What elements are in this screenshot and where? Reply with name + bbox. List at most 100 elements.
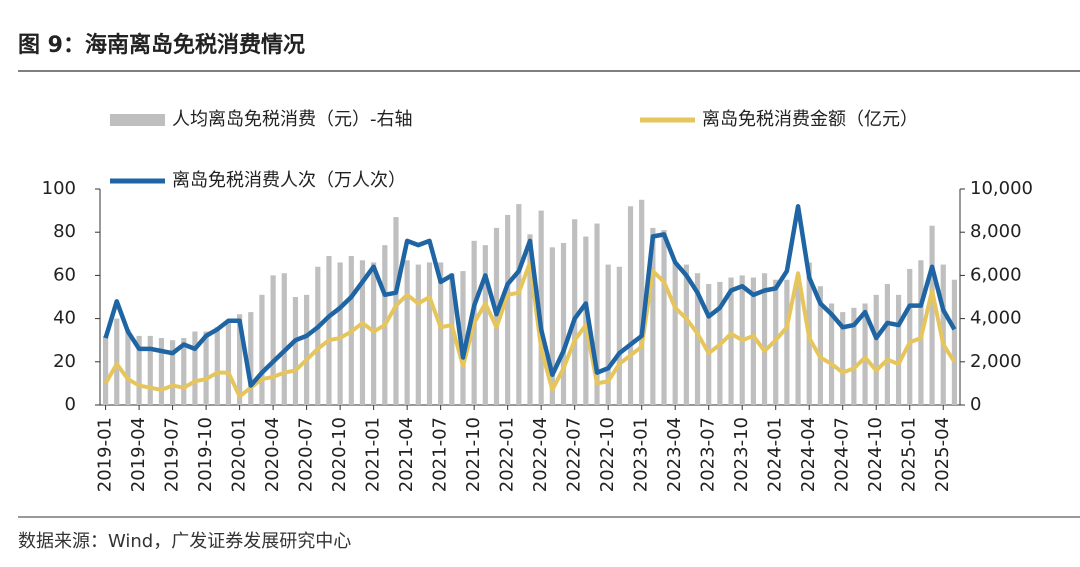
bar [683,264,689,405]
y2-tick-label: 4,000 [970,308,1022,329]
bar [549,247,555,405]
x-tick-label: 2022-04 [530,417,551,492]
bar [840,312,846,405]
legend-swatch [110,114,165,126]
x-tick-label: 2019-01 [95,417,116,492]
bar [627,206,634,405]
bar [449,273,455,405]
bar [661,230,667,405]
bar [359,260,366,405]
x-tick-label: 2023-04 [664,417,685,492]
bar [560,243,567,405]
bar [605,264,611,405]
x-tick-label: 2024-10 [865,417,886,492]
y-tick-label: 60 [53,264,76,285]
bar [672,262,678,405]
bar [237,314,243,405]
x-tick-label: 2020-07 [296,417,317,492]
x-tick-label: 2025-04 [932,417,953,492]
x-tick-label: 2021-01 [363,417,384,492]
bar [784,279,790,405]
bar [538,210,544,405]
bar [192,331,198,405]
bar [706,284,712,405]
bar [884,284,891,405]
y2-tick-label: 6,000 [970,264,1022,285]
bar [147,335,153,405]
bar [750,277,756,405]
x-tick-label: 2023-07 [698,417,719,492]
y-tick-label: 100 [42,178,76,199]
bar [136,335,142,405]
x-tick-label: 2024-07 [832,417,853,492]
bar [873,294,879,405]
bar [828,303,835,405]
x-tick-label: 2020-10 [329,417,350,492]
x-tick-label: 2022-07 [564,417,585,492]
bar [225,322,232,405]
x-tick-label: 2024-04 [798,417,819,492]
y-tick-label: 20 [53,351,76,372]
bar [326,255,332,405]
x-tick-label: 2020-04 [262,417,283,492]
bar [248,312,254,405]
y-tick-label: 0 [65,394,76,415]
bar [460,271,466,405]
bar [426,262,433,405]
bar [583,236,589,405]
bar [181,338,187,405]
bar [817,286,823,405]
bar [393,217,399,405]
x-tick-label: 2025-01 [899,417,920,492]
bar [158,338,165,405]
x-tick-label: 2023-10 [731,417,752,492]
bar [505,214,511,405]
bar [259,294,265,405]
bar [337,262,343,405]
bar [639,199,645,405]
y2-tick-label: 2,000 [970,351,1022,372]
line-series [103,204,957,388]
bar [951,279,958,405]
y2-tick-label: 10,000 [970,178,1033,199]
bar [594,223,600,405]
bar [516,204,522,405]
bar [169,340,176,405]
x-tick-label: 2024-01 [765,417,786,492]
bar [862,303,868,405]
bar [125,329,131,405]
bar [281,273,287,405]
bar [304,294,310,405]
x-tick-label: 2020-01 [229,417,250,492]
line-series [103,260,957,399]
bar [761,273,768,405]
legend-label: 人均离岛免税消费（元）-右轴 [172,109,413,130]
bar [315,266,321,405]
bar [929,225,935,405]
legend-label: 离岛免税消费人次（万人次） [172,170,406,191]
bar [728,277,734,405]
y2-tick-label: 0 [970,394,981,415]
y2-tick-label: 8,000 [970,221,1022,242]
bar [482,245,488,405]
x-tick-label: 2021-10 [463,417,484,492]
x-tick-label: 2021-04 [396,417,417,492]
bar [851,307,857,405]
bar [795,275,801,405]
bar [907,268,913,405]
x-tick-label: 2022-10 [597,417,618,492]
bar [895,294,902,405]
legend-label: 离岛免税消费金额（亿元） [702,109,918,130]
source: 数据来源：Wind，广发证券发展研究中心 [18,531,351,552]
bar [292,297,299,405]
bar [404,260,410,405]
y-tick-label: 80 [53,221,76,242]
bar [270,275,276,405]
bar [415,264,421,405]
x-tick-label: 2019-10 [195,417,216,492]
bar [694,273,701,405]
bar [572,219,578,405]
bar [527,234,533,405]
x-tick-label: 2022-01 [497,417,518,492]
